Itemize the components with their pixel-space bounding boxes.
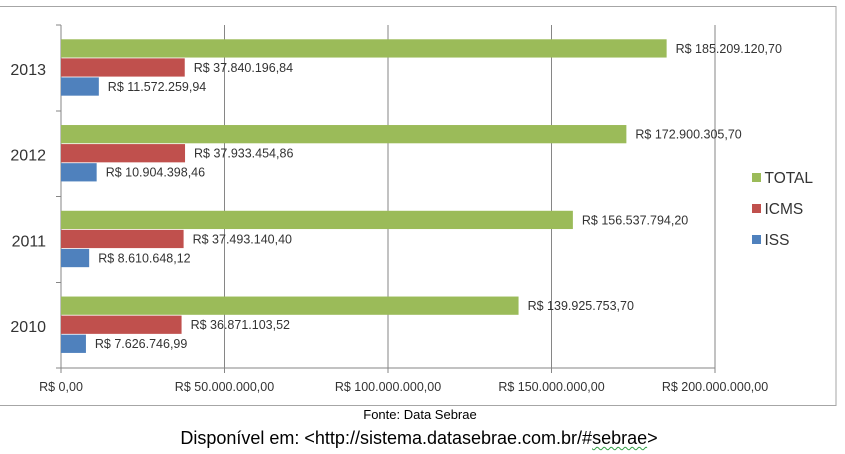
svg-text:R$ 36.871.103,52: R$ 36.871.103,52	[191, 318, 290, 332]
svg-text:R$ 172.900.305,70: R$ 172.900.305,70	[635, 128, 741, 142]
svg-text:2013: 2013	[10, 62, 46, 79]
svg-text:R$ 37.840.196,84: R$ 37.840.196,84	[194, 61, 293, 75]
svg-text:R$ 0,00: R$ 0,00	[39, 380, 83, 394]
svg-text:R$ 37.493.140,40: R$ 37.493.140,40	[193, 232, 292, 246]
svg-text:R$ 156.537.794,20: R$ 156.537.794,20	[582, 213, 688, 227]
svg-text:2012: 2012	[10, 148, 46, 165]
svg-text:TOTAL: TOTAL	[765, 170, 814, 187]
svg-text:R$ 10.904.398,46: R$ 10.904.398,46	[106, 166, 205, 180]
svg-text:2010: 2010	[10, 319, 46, 336]
svg-text:R$ 7.626.746,99: R$ 7.626.746,99	[95, 337, 187, 351]
svg-text:ISS: ISS	[765, 232, 790, 249]
svg-text:R$ 37.933.454,86: R$ 37.933.454,86	[194, 147, 293, 161]
svg-text:R$ 50.000.000,00: R$ 50.000.000,00	[175, 380, 274, 394]
svg-text:R$ 200.000.000,00: R$ 200.000.000,00	[662, 380, 768, 394]
svg-text:ICMS: ICMS	[765, 201, 804, 218]
svg-text:R$ 100.000.000,00: R$ 100.000.000,00	[335, 380, 441, 394]
svg-text:R$ 11.572.259,94: R$ 11.572.259,94	[108, 80, 207, 94]
svg-text:R$ 8.610.648,12: R$ 8.610.648,12	[98, 251, 190, 265]
svg-text:R$ 150.000.000,00: R$ 150.000.000,00	[498, 380, 604, 394]
svg-text:R$ 185.209.120,70: R$ 185.209.120,70	[676, 42, 782, 56]
svg-text:2011: 2011	[12, 233, 47, 250]
svg-text:R$ 139.925.753,70: R$ 139.925.753,70	[528, 299, 634, 313]
